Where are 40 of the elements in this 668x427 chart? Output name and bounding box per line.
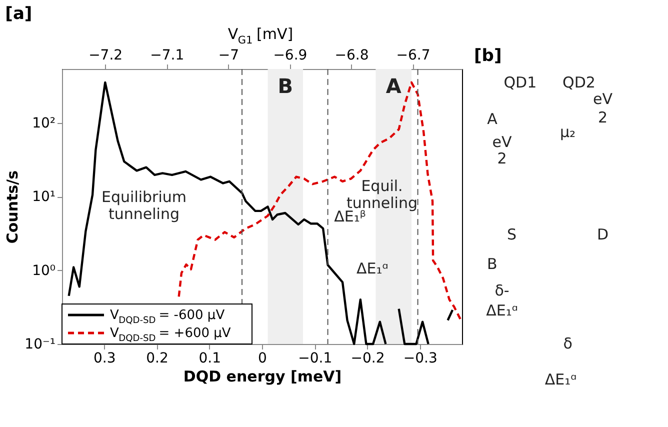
text: S [507,225,517,244]
text: 2 [497,150,507,168]
text: δ [563,334,572,352]
x2-tick-label: −7.2 [88,48,123,64]
y-tick-label: 10¹ [32,189,56,206]
x-tick-label: −0.3 [403,350,438,366]
text: [b] [474,46,502,66]
text: A [487,110,498,128]
annotation: ΔE₁ᵅ [356,260,388,278]
band-label: B [278,74,294,98]
y-tick-label: 10² [32,115,56,132]
text: eV [492,133,512,151]
text: QD1 [504,74,537,92]
band-label: A [386,74,402,98]
text: B [487,255,498,274]
annotation: Equilibrium tunneling [102,188,186,223]
x-tick-label: 0.3 [93,350,116,366]
y-tick-label: 10⁰ [32,262,56,279]
x2-tick-label: −6.9 [273,48,308,64]
y-tick-label: 10⁻¹ [24,336,56,352]
x2-tick-label: −7 [218,48,239,64]
y-axis-title: Counts/s [4,170,22,244]
chart-title: [a] [5,4,32,24]
text: ΔE₁ᵅ [486,301,518,320]
text: QD2 [562,74,596,92]
x-tick-label: 0.1 [198,350,221,366]
text: μ₂ [560,123,576,142]
x2-tick-label: −6.7 [396,48,430,64]
text: ΔE₁ᵅ [544,370,577,389]
x-tick-label: −0.2 [350,350,385,366]
x2-tick-label: −6.8 [334,48,369,64]
text: δ- [494,282,510,300]
text: eV [593,90,614,108]
x-tick-label: −0.1 [298,350,332,366]
x-tick-label: 0 [258,350,267,366]
x-tick-label: 0.2 [146,350,168,366]
x-axis-title: DQD energy [meV] [183,368,342,386]
x2-tick-label: −7.1 [150,48,184,64]
text: 2 [598,108,608,126]
text: D [597,225,609,244]
